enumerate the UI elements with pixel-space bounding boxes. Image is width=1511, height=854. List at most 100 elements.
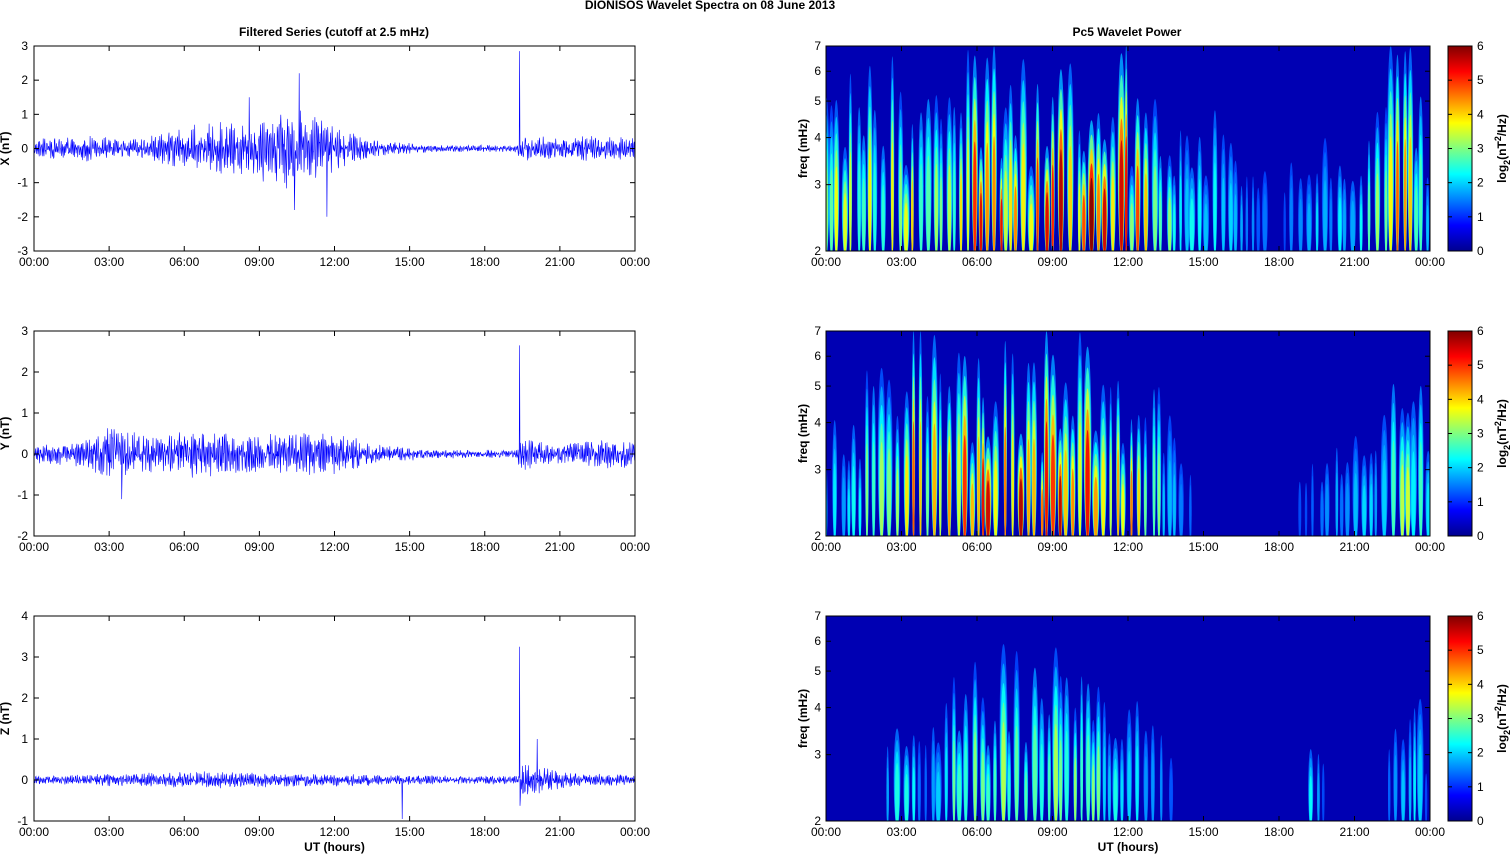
wavelet-z-power-burst: [895, 762, 900, 821]
series-y-xtick-label: 06:00: [169, 540, 199, 554]
series-y-xtick-label: 18:00: [470, 540, 500, 554]
wavelet-x-colorbar-tick-label: 0: [1477, 244, 1484, 258]
wavelet-x-power-burst: [1021, 143, 1026, 251]
wavelet-y-power-burst: [1419, 441, 1423, 536]
series-z-xtick-label: 00:00: [19, 825, 49, 839]
wavelet-y-colorbar-tick-label: 5: [1477, 358, 1484, 372]
wavelet-z-power-burst: [1144, 756, 1148, 821]
wavelet-z-power-burst: [924, 757, 927, 821]
wavelet-x-power-burst: [1323, 179, 1327, 251]
wavelet-y-ytick-label: 4: [814, 416, 821, 430]
wavelet-z-ylabel: freq (mHz): [796, 689, 810, 748]
wavelet-x-power-burst: [1251, 197, 1255, 251]
wavelet-x-ylabel: freq (mHz): [796, 119, 810, 178]
wavelet-x-power-burst: [1168, 197, 1172, 251]
figure-title: DIONISOS Wavelet Spectra on 08 June 2013: [585, 0, 836, 12]
wavelet-z-xtick-label: 03:00: [886, 825, 916, 839]
wavelet-x-power-burst: [1342, 199, 1346, 251]
wavelet-z-ytick-label: 4: [814, 701, 821, 715]
wavelet-z-ytick-label: 3: [814, 748, 821, 762]
wavelet-y-power-burst: [947, 452, 951, 536]
wavelet-z-power-burst: [957, 763, 962, 821]
wavelet-y-colorbar-tick-label: 4: [1477, 392, 1484, 406]
wavelet-x-xtick-label: 12:00: [1113, 255, 1143, 269]
wavelet-y-power-burst: [1093, 476, 1098, 536]
wavelet-y-colorbar-tick-label: 1: [1477, 495, 1484, 509]
wavelet-y-power-burst: [1320, 490, 1324, 536]
wavelet-x-colorbar-label: log2(nT2/Hz): [1493, 114, 1511, 183]
wavelet-z-xtick-label: 21:00: [1339, 825, 1369, 839]
wavelet-y-xtick-label: 03:00: [886, 540, 916, 554]
wavelet-x-power-burst: [1384, 170, 1388, 251]
wavelet-x-power-burst: [1111, 175, 1115, 251]
wavelet-x-power-burst: [966, 138, 970, 251]
wavelet-y-power-burst: [1304, 482, 1308, 536]
wavelet-x-power-burst: [1130, 203, 1134, 251]
wavelet-z-power-burst: [964, 741, 968, 821]
wavelet-x-power-burst: [1096, 173, 1100, 251]
wavelet-x-power-burst: [1029, 203, 1034, 251]
wavelet-z-xlabel: UT (hours): [1098, 840, 1159, 854]
wavelet-x-power-burst: [1283, 192, 1286, 251]
series-y-xtick-label: 03:00: [94, 540, 124, 554]
wavelet-y-power-burst: [962, 435, 967, 536]
wavelet-x-power-burst: [1036, 157, 1039, 251]
wavelet-z-power-burst: [973, 731, 977, 821]
wavelet-x-power-burst: [1229, 182, 1233, 251]
wavelet-x-power-burst: [1059, 149, 1063, 251]
wavelet-z-power-burst: [1127, 750, 1131, 821]
wavelet-x-power-burst: [1359, 203, 1363, 251]
wavelet-x-power-burst: [1240, 204, 1243, 251]
wavelet-y-power-burst: [887, 448, 891, 536]
wavelet-y-power-burst: [993, 460, 998, 536]
series-y-xtick-label: 15:00: [395, 540, 425, 554]
wavelet-y-power-burst: [1085, 429, 1090, 536]
series-y-xtick-label: 00:00: [19, 540, 49, 554]
wavelet-x-power-burst: [1408, 137, 1412, 251]
wavelet-z-power-burst: [1097, 745, 1100, 821]
wavelet-y-power-burst: [852, 466, 856, 536]
wavelet-z-colorbar-tick-label: 5: [1477, 643, 1484, 657]
series-z-ytick-label: 3: [21, 650, 28, 664]
wavelet-y-panel: 2 3 4 5 6 7 freq (mHz) 00:00 03:00 06:00 09:00 12:0…: [796, 324, 1511, 554]
wavelet-y-power-burst: [1144, 469, 1147, 536]
wavelet-z-colorbar-tick-label: 6: [1477, 609, 1484, 623]
wavelet-x-power-burst: [1159, 191, 1162, 251]
series-z-ytick-label: 4: [21, 609, 28, 623]
series-z-xtick-label: 00:00: [620, 825, 650, 839]
wavelet-x-power-burst: [985, 142, 989, 251]
wavelet-x-ytick-label: 6: [814, 64, 821, 78]
series-y-ytick-label: 0: [21, 447, 28, 461]
wavelet-z-power-burst: [1108, 765, 1111, 821]
wavelet-x-power-burst: [1172, 203, 1176, 251]
wavelet-y-power-burst: [1157, 452, 1161, 536]
wavelet-x-power-burst: [1089, 177, 1094, 251]
wavelet-y-power-burst: [1121, 483, 1125, 536]
wavelet-z-power-burst: [1394, 754, 1397, 821]
wavelet-x-ytick-label: 2: [814, 244, 821, 258]
series-x-ytick-label: -3: [17, 244, 28, 258]
wavelet-x-power-burst: [1124, 136, 1128, 251]
wavelet-x-power-burst: [843, 192, 847, 251]
wavelet-y-power-burst: [1406, 466, 1410, 536]
wavelet-x-power-burst: [849, 151, 852, 251]
wavelet-z-power-burst: [931, 753, 935, 821]
wavelet-z-power-burst: [886, 767, 889, 821]
wavelet-y-xtick-label: 09:00: [1037, 540, 1067, 554]
wavelet-y-power-burst: [932, 423, 937, 536]
series-y-ytick-label: 2: [21, 365, 28, 379]
wavelet-x-power-burst: [1014, 186, 1017, 251]
wavelet-y-power-burst: [912, 421, 915, 536]
wavelet-z-power-burst: [1401, 769, 1405, 821]
wavelet-x-power-burst: [992, 136, 996, 251]
wavelet-z-power-burst: [1387, 761, 1391, 821]
wavelet-y-power-burst: [1345, 483, 1350, 536]
wavelet-z-xtick-label: 15:00: [1188, 825, 1218, 839]
wavelet-y-ytick-label: 7: [814, 324, 821, 338]
wavelet-x-power-burst: [1221, 177, 1225, 251]
wavelet-x-xtick-label: 15:00: [1188, 255, 1218, 269]
wavelet-x-panel: 2 3 4 5 6 7 freq (mHz) 00:00 03:00 06:00 09:00 12:0…: [796, 39, 1511, 269]
wavelet-y-power-burst: [1179, 483, 1183, 536]
wavelet-y-power-burst: [1353, 473, 1358, 536]
